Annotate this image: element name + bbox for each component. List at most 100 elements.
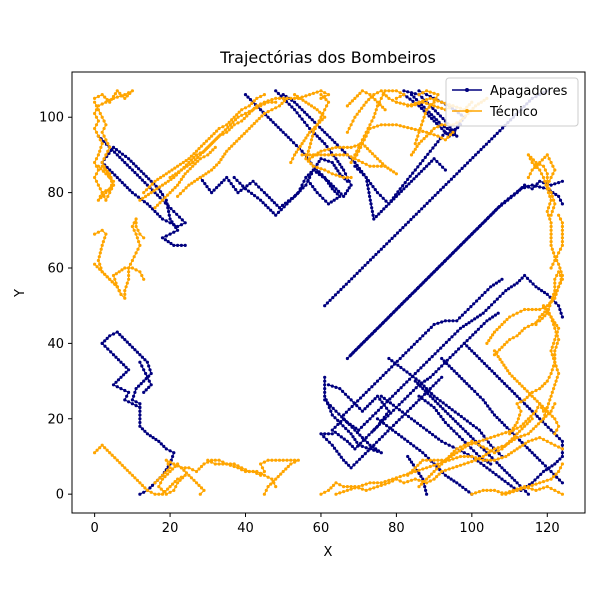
- apagadores-point: [366, 449, 370, 453]
- apagadores-point: [483, 401, 487, 405]
- tecnico-point: [481, 454, 485, 459]
- tecnico-point: [541, 480, 546, 484]
- apagadores-point: [336, 418, 340, 422]
- tecnico-point: [558, 247, 563, 251]
- apagadores-point: [331, 296, 335, 300]
- tecnico-point: [530, 394, 534, 398]
- tecnico-point: [549, 228, 553, 232]
- tecnico-point: [530, 483, 534, 487]
- tecnico-point: [236, 466, 240, 470]
- apagadores-point: [477, 356, 481, 361]
- apagadores-point: [549, 183, 553, 187]
- apagadores-point: [443, 409, 447, 413]
- apagadores-point: [408, 97, 412, 101]
- apagadores-point: [441, 261, 445, 265]
- apagadores-point: [342, 418, 347, 422]
- apagadores-point: [457, 347, 461, 351]
- apagadores-point: [425, 277, 429, 281]
- apagadores-point: [246, 95, 250, 99]
- tecnico-point: [167, 170, 171, 174]
- apagadores-point: [269, 208, 273, 212]
- apagadores-point: [158, 214, 162, 219]
- apagadores-point: [452, 174, 456, 179]
- tecnico-point: [379, 123, 383, 127]
- tecnico-point: [481, 438, 485, 442]
- tecnico-point: [375, 104, 380, 108]
- apagadores-point: [408, 457, 412, 461]
- tecnico-point: [223, 128, 227, 132]
- apagadores-point: [362, 422, 366, 426]
- tecnico-point: [286, 464, 290, 469]
- apagadores-point: [440, 320, 444, 324]
- apagadores-point: [323, 387, 327, 391]
- apagadores-point: [428, 387, 432, 391]
- apagadores-point: [451, 250, 456, 254]
- tecnico-point: [163, 181, 167, 185]
- tecnico-point: [470, 459, 474, 464]
- apagadores-point: [378, 376, 382, 380]
- apagadores-point: [430, 355, 434, 359]
- tecnico-point: [502, 444, 507, 448]
- tecnico-point: [109, 175, 113, 180]
- tecnico-point: [379, 164, 383, 168]
- tecnico-point: [334, 173, 338, 177]
- tecnico-point: [538, 487, 542, 491]
- tecnico-point: [462, 454, 466, 459]
- apagadores-point: [471, 156, 475, 160]
- tecnico-point: [308, 157, 312, 161]
- apagadores-point: [490, 303, 494, 307]
- apagadores-point: [333, 189, 337, 193]
- apagadores-point: [358, 269, 362, 273]
- tecnico-point: [540, 404, 544, 408]
- apagadores-point: [516, 189, 520, 193]
- tecnico-point: [218, 133, 222, 137]
- apagadores-point: [342, 285, 346, 289]
- tecnico-point: [257, 116, 261, 121]
- tecnico-point: [159, 487, 163, 491]
- tecnico-point: [389, 168, 393, 172]
- apagadores-point: [357, 345, 361, 349]
- apagadores-point: [160, 192, 165, 197]
- tecnico-point: [204, 172, 208, 176]
- apagadores-point: [300, 149, 304, 153]
- tecnico-point: [193, 162, 197, 166]
- tecnico-point: [237, 110, 241, 114]
- tecnico-point: [317, 119, 321, 123]
- tecnico-point: [113, 277, 117, 281]
- tecnico-point: [553, 402, 557, 406]
- apagadores-point: [432, 405, 436, 410]
- tecnico-point: [555, 375, 559, 379]
- apagadores-point: [110, 170, 114, 175]
- apagadores-point: [108, 168, 112, 172]
- tecnico-point: [543, 382, 547, 386]
- tecnico-point: [548, 194, 552, 198]
- tecnico-point: [430, 472, 434, 476]
- tecnico-point: [103, 446, 107, 450]
- tecnico-point: [546, 213, 551, 217]
- apagadores-point: [402, 383, 406, 387]
- apagadores-point: [415, 421, 420, 425]
- apagadores-point: [456, 412, 460, 416]
- tecnico-point: [543, 407, 547, 411]
- apagadores-point: [317, 170, 321, 174]
- apagadores-point: [145, 432, 149, 436]
- tecnico-point: [95, 265, 99, 269]
- apagadores-point: [475, 392, 480, 396]
- tecnico-point: [178, 478, 182, 482]
- apagadores-point: [412, 419, 417, 423]
- legend-label-tecnico: Técnico: [489, 105, 538, 120]
- apagadores-point: [127, 157, 131, 161]
- apagadores-point: [432, 322, 436, 327]
- apagadores-point: [172, 451, 176, 455]
- tecnico-point: [437, 472, 441, 476]
- tecnico-point: [132, 228, 136, 232]
- apagadores-point: [334, 187, 338, 191]
- apagadores-point: [130, 168, 134, 172]
- x-axis-label: X: [324, 545, 333, 560]
- apagadores-point: [417, 89, 421, 93]
- tecnico-point: [435, 467, 439, 471]
- tecnico-point: [520, 427, 524, 431]
- tecnico-point: [189, 154, 193, 158]
- tecnico-point: [487, 339, 491, 343]
- tecnico-point: [225, 149, 229, 153]
